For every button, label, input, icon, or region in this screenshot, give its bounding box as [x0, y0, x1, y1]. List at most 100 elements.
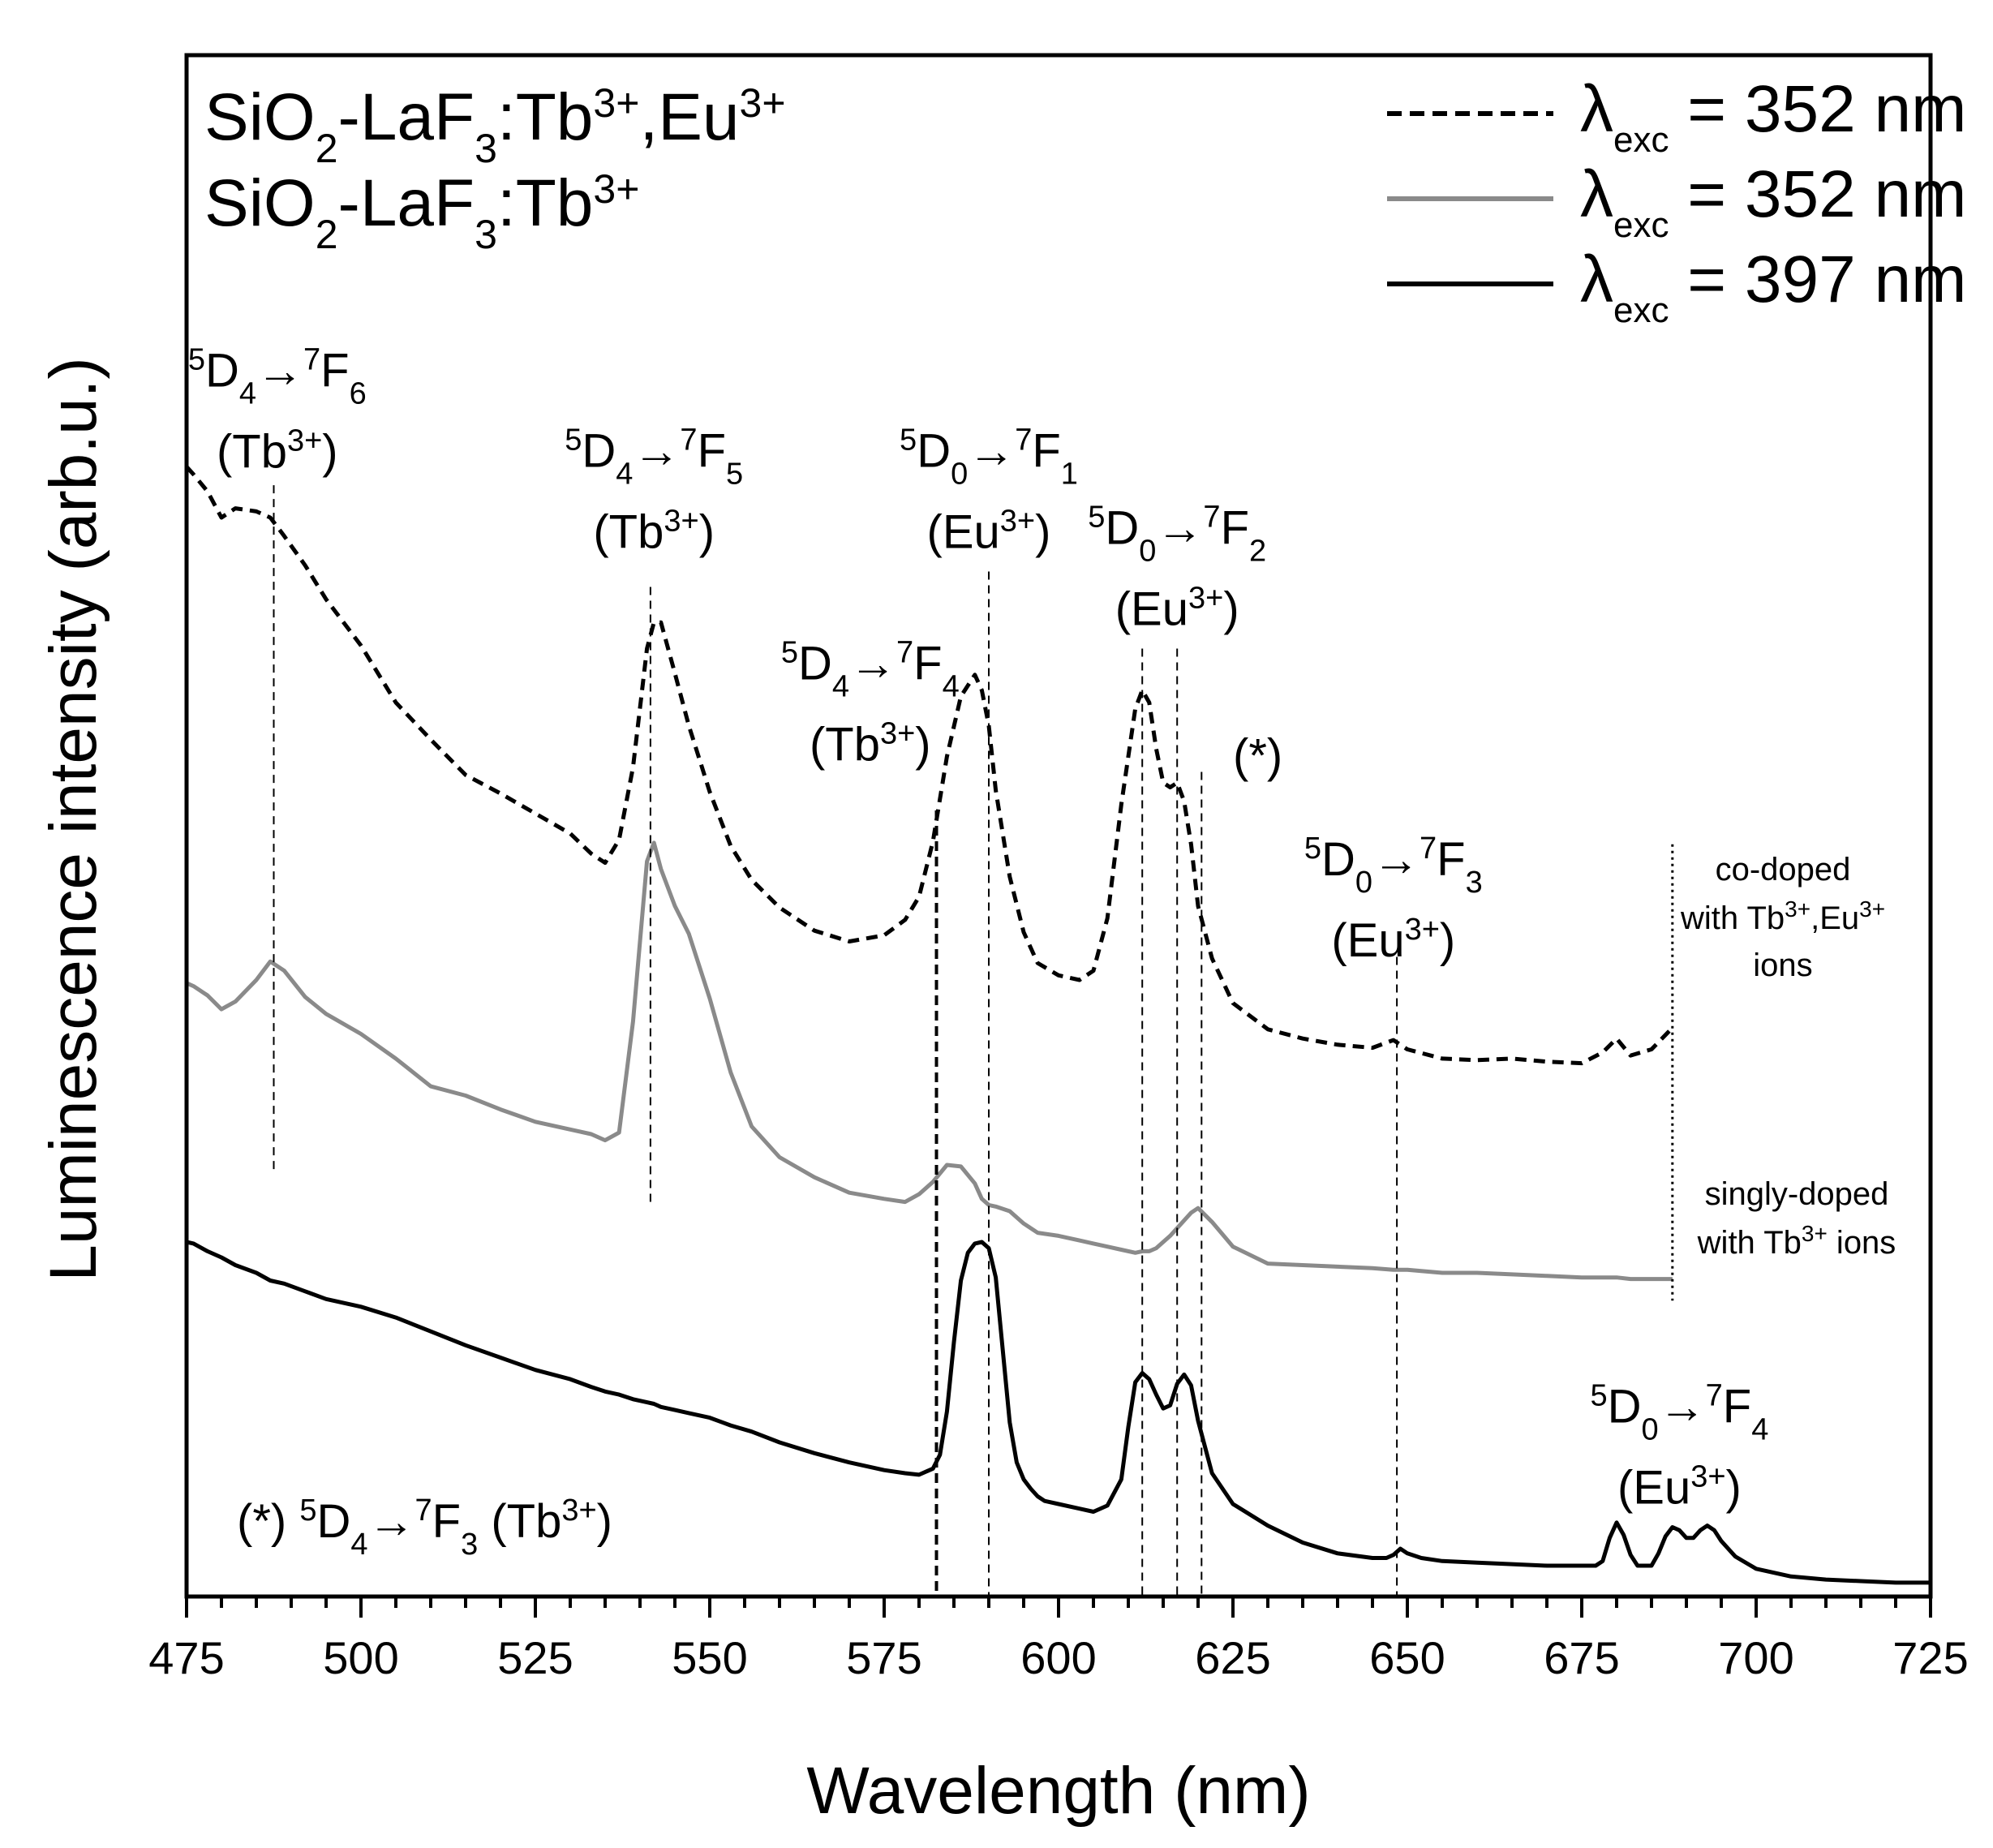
legend-lambda: λ — [1580, 157, 1613, 231]
legend-lambda: λ — [1580, 72, 1613, 146]
sample-label-part: 3 — [475, 126, 497, 171]
annotation-level: F — [1437, 833, 1465, 886]
annotation-ion: ) — [1440, 914, 1455, 967]
annotation-sub: 5 — [726, 457, 743, 491]
annotation-ion: (Eu — [1331, 914, 1404, 967]
x-tick-label: 475 — [148, 1632, 224, 1683]
sample-label-part: -LaF — [338, 166, 475, 240]
annotation-ion: (Eu — [1115, 582, 1188, 635]
annotation-level: D — [205, 345, 239, 398]
side-label-2-line2: with Tb3+ ions — [1697, 1221, 1896, 1261]
annotation-level: D — [1105, 501, 1139, 554]
transition-annotation-2-ion: (Tb3+) — [593, 504, 715, 558]
annotation-sup: 7 — [896, 636, 913, 670]
sample-label-part: -LaF — [338, 80, 475, 154]
x-tick-label: 650 — [1369, 1632, 1445, 1683]
x-tick-label: 550 — [672, 1632, 747, 1683]
transition-annotation-5-ion: (Tb3+) — [810, 717, 931, 771]
annotation-ion-charge: 3+ — [880, 717, 915, 751]
transition-annotation-6-transition: 5D0→7F3 — [1304, 832, 1483, 900]
annotation-sup: 7 — [1420, 832, 1437, 866]
sample-label-part: 3 — [475, 212, 497, 257]
star-marker: (*) — [1233, 730, 1282, 783]
transition-annotation-3-ion: (Eu3+) — [927, 504, 1051, 558]
series-line-1 — [185, 465, 1674, 1066]
annotation-ion-charge: 3+ — [1188, 581, 1223, 615]
annotation-sub: 2 — [1249, 534, 1266, 568]
transition-annotation-3-transition: 5D0→7F1 — [900, 423, 1078, 491]
annotation-level: F — [698, 424, 726, 477]
annotation-level: D — [798, 638, 832, 690]
sample-label-part: 3+ — [593, 166, 639, 212]
annotation-level: F — [1723, 1380, 1751, 1433]
footnote-level: D — [316, 1495, 350, 1548]
annotation-sub: 3 — [1466, 866, 1483, 900]
annotation-ion: (Eu — [1617, 1461, 1690, 1514]
footnote-sup: 5 — [299, 1493, 316, 1528]
side-label-1-line3: ions — [1753, 948, 1812, 983]
sample-label-part: ,Eu — [639, 80, 739, 154]
annotation-sup: 7 — [303, 343, 320, 377]
legend-value: = 397 nm — [1669, 243, 1966, 316]
annotation-sub: 0 — [1355, 866, 1372, 900]
annotation-ion: ) — [915, 719, 930, 771]
legend-subscript: exc — [1613, 120, 1669, 160]
transition-annotation-1-ion: (Tb3+) — [217, 424, 338, 479]
annotation-sub: 4 — [943, 670, 960, 704]
sample-label-part: :Tb — [497, 80, 593, 154]
legend-subscript: exc — [1613, 205, 1669, 245]
footnote-level: F — [432, 1495, 461, 1548]
annotation-ion: ) — [1726, 1461, 1742, 1514]
annotation-sub: 4 — [1751, 1412, 1768, 1446]
transition-annotation-1-transition: 5D4→7F6 — [188, 343, 367, 411]
annotation-ion: (Tb — [593, 505, 664, 558]
annotation-ion: (Eu — [927, 505, 1000, 558]
annotation-ion-charge: 3+ — [1690, 1459, 1725, 1493]
legend-lambda: λ — [1580, 243, 1613, 316]
annotation-sup: 7 — [680, 423, 697, 457]
annotation-sub: 0 — [1139, 534, 1156, 568]
annotations: SiO2-LaF3:Tb3+,Eu3+SiO2-LaF3:Tb3+λexc = … — [188, 72, 1967, 1562]
legend-subscript: exc — [1613, 290, 1669, 330]
legend-value: = 352 nm — [1669, 72, 1966, 146]
annotation-sub: 4 — [239, 377, 256, 411]
annotation-ion: (Tb — [810, 719, 880, 771]
annotation-arrow: → — [968, 424, 1015, 477]
side-label-text: ,Eu — [1810, 900, 1859, 936]
annotation-sub: 4 — [616, 457, 633, 491]
annotation-sup: 7 — [1203, 500, 1220, 534]
annotation-sub: 6 — [350, 377, 367, 411]
annotation-sup: 5 — [900, 423, 917, 457]
y-axis-title: Luminescence intensity (arb.u.) — [37, 357, 110, 1281]
annotation-ion-charge: 3+ — [1405, 913, 1440, 947]
x-tick-label: 525 — [497, 1632, 573, 1683]
transition-annotation-6-ion: (Eu3+) — [1331, 913, 1455, 967]
annotation-ion: ) — [1035, 505, 1050, 558]
sample-label-part: :Tb — [497, 166, 593, 240]
transition-annotation-7-transition: 5D0→7F4 — [1590, 1378, 1768, 1446]
sample-label-part: 2 — [316, 212, 338, 257]
annotation-ion-charge: 3+ — [1000, 504, 1035, 538]
footnote-sup: 7 — [415, 1493, 432, 1528]
legend-value: = 352 nm — [1669, 157, 1966, 231]
transition-annotation-5-transition: 5D4→7F4 — [781, 636, 960, 704]
annotation-sub: 1 — [1061, 457, 1078, 491]
transition-annotation-4-ion: (Eu3+) — [1115, 581, 1239, 635]
legend-label-3: λexc = 397 nm — [1580, 243, 1966, 330]
side-label-text: ions — [1828, 1225, 1896, 1261]
annotation-ion-charge: 3+ — [287, 424, 322, 458]
sample-label-part: 3+ — [740, 80, 786, 126]
sample-label-part: SiO — [204, 166, 316, 240]
transition-annotation-4-transition: 5D0→7F2 — [1088, 500, 1266, 568]
annotation-arrow: → — [1659, 1380, 1706, 1433]
series-line-3 — [186, 1240, 1931, 1585]
annotation-sup: 5 — [188, 343, 205, 377]
annotation-arrow: → — [1156, 501, 1203, 554]
annotation-ion-charge: 3+ — [664, 504, 698, 538]
x-tick-label: 725 — [1892, 1632, 1968, 1683]
sample-label-part: SiO — [204, 80, 316, 154]
annotation-arrow: → — [849, 638, 896, 690]
annotation-sup: 5 — [1304, 832, 1321, 866]
